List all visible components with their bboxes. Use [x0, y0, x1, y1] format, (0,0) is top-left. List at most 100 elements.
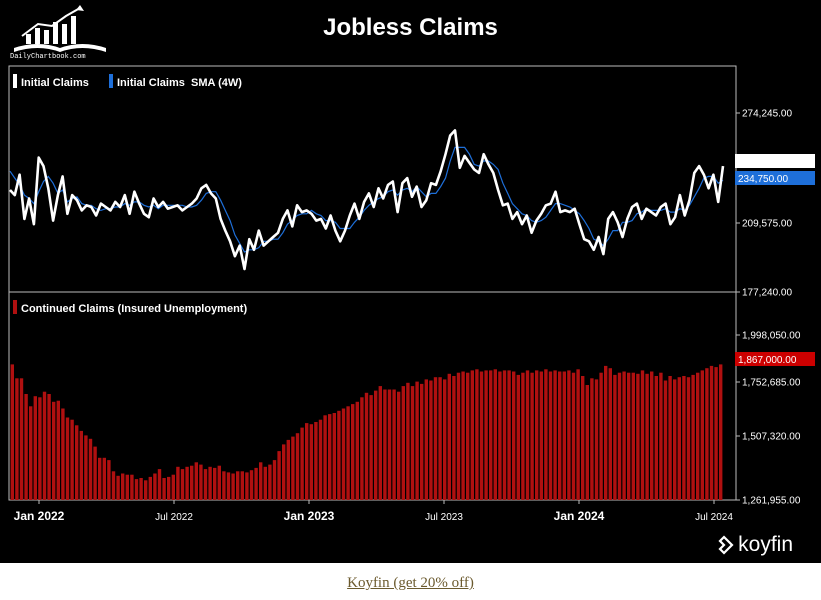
continued-claims-bar	[627, 372, 631, 500]
y-tick-label: 1,507,320.00	[742, 432, 801, 443]
continued-claims-bar	[461, 371, 465, 500]
continued-claims-bar	[709, 365, 714, 500]
continued-claims-bar	[291, 436, 295, 500]
continued-claims-bar	[433, 377, 438, 500]
continued-claims-bar	[208, 466, 212, 500]
continued-claims-bar	[502, 370, 507, 500]
continued-claims-bar	[84, 435, 88, 500]
continued-claims-bar	[696, 372, 700, 500]
initial-claims-series-line	[9, 129, 725, 271]
continued-claims-bar	[424, 379, 428, 500]
continued-claims-bar	[700, 370, 704, 500]
continued-claims-bar	[52, 401, 56, 500]
last-initial-badge	[735, 154, 815, 168]
continued-claims-bar	[622, 371, 626, 500]
continued-claims-bar	[535, 370, 539, 500]
continued-claims-bar	[249, 470, 254, 500]
continued-claims-bar	[203, 469, 208, 500]
last-continued-badge	[735, 352, 815, 366]
continued-claims-bar	[456, 372, 461, 500]
continued-claims-bar	[650, 371, 654, 500]
continued-claims-bar	[544, 369, 548, 500]
continued-claims-bar	[452, 376, 456, 500]
legend-initial-label: Initial Claims	[21, 77, 89, 89]
continued-claims-bar	[585, 385, 589, 500]
continued-claims-bar	[512, 371, 516, 500]
continued-claims-bar	[98, 457, 102, 500]
continued-claims-bar	[286, 439, 290, 500]
continued-claims-bar	[562, 371, 566, 500]
continued-claims-bar	[231, 473, 235, 500]
continued-claims-bar	[530, 372, 534, 500]
last-sma-badge	[735, 171, 815, 185]
continued-claims-bar	[479, 371, 484, 500]
continued-claims-bar	[116, 475, 120, 500]
continued-claims-bar	[139, 478, 143, 500]
continued-claims-bar	[498, 371, 502, 500]
continued-claims-bar	[383, 389, 387, 500]
continued-claims-bar	[608, 368, 612, 500]
continued-claims-bar	[677, 377, 681, 500]
continued-claims-bar	[107, 460, 111, 500]
continued-claims-bar	[88, 438, 93, 500]
continued-claims-bar	[240, 471, 244, 500]
continued-claims-bar	[176, 466, 180, 500]
continued-claims-bar	[654, 376, 658, 500]
brand-label: koyfin	[738, 533, 793, 556]
continued-claims-bar	[56, 400, 60, 500]
continued-claims-bar	[640, 370, 645, 500]
continued-claims-bar	[102, 457, 106, 500]
x-tick-label: Jan 2023	[284, 509, 335, 523]
continued-claims-bar	[571, 372, 576, 500]
continued-claims-bar	[79, 430, 83, 500]
continued-claims-bar	[263, 466, 267, 500]
continued-claims-bar	[346, 406, 350, 500]
y-tick-label: 1,261,955.00	[742, 496, 801, 507]
legend-continued-label: Continued Claims (Insured Unemployment)	[21, 303, 247, 315]
continued-claims-bar	[548, 371, 553, 500]
koyfin-link[interactable]: Koyfin (get 20% off)	[347, 575, 474, 591]
continued-claims-bar	[185, 466, 189, 500]
continued-claims-bar	[10, 364, 14, 500]
continued-claims-bar	[341, 408, 346, 500]
continued-claims-bar	[144, 480, 148, 500]
continued-claims-bar	[617, 372, 622, 500]
continued-claims-bar	[420, 383, 424, 500]
page-title: Jobless Claims	[323, 14, 498, 41]
continued-claims-bar	[613, 374, 617, 500]
continued-claims-bar	[171, 474, 175, 500]
continued-claims-bar	[300, 427, 304, 500]
continued-claims-bar	[415, 381, 419, 500]
continued-claims-bar	[125, 474, 129, 500]
continued-claims-bar	[410, 386, 415, 500]
koyfin-brand[interactable]: koyfin	[714, 533, 793, 557]
continued-claims-bar	[42, 391, 47, 500]
y-tick-label: 209,575.00	[742, 219, 792, 230]
continued-claims-bar	[364, 392, 369, 500]
last-sma-value: 234,750.00	[738, 174, 788, 185]
continued-claims-bar	[581, 376, 585, 500]
continued-claims-bar	[553, 370, 557, 500]
continued-claims-bar	[245, 472, 249, 500]
continued-claims-bar	[599, 372, 603, 500]
continued-claims-bar	[631, 372, 635, 500]
continued-claims-bar	[328, 414, 332, 500]
legend-initial-swatch	[13, 74, 17, 88]
continued-claims-bar	[443, 379, 447, 500]
continued-claims-bar	[162, 478, 166, 500]
continued-claims-bar	[516, 374, 520, 500]
continued-claims-bar	[401, 386, 405, 500]
continued-claims-bar	[663, 380, 668, 500]
continued-claims-bar	[645, 373, 649, 500]
x-tick-label: Jul 2023	[425, 512, 463, 523]
continued-claims-bar	[217, 465, 221, 500]
logo-icon	[14, 5, 106, 52]
koyfin-logo-icon	[718, 535, 734, 555]
continued-claims-bar	[332, 413, 336, 500]
continued-claims-bar	[277, 451, 281, 500]
continued-claims-bar	[682, 376, 686, 500]
continued-claims-bar	[236, 471, 240, 500]
continued-claims-bar	[157, 469, 162, 500]
x-tick-label: Jul 2024	[695, 512, 733, 523]
last-continued-value: 1,867,000.00	[738, 355, 797, 366]
